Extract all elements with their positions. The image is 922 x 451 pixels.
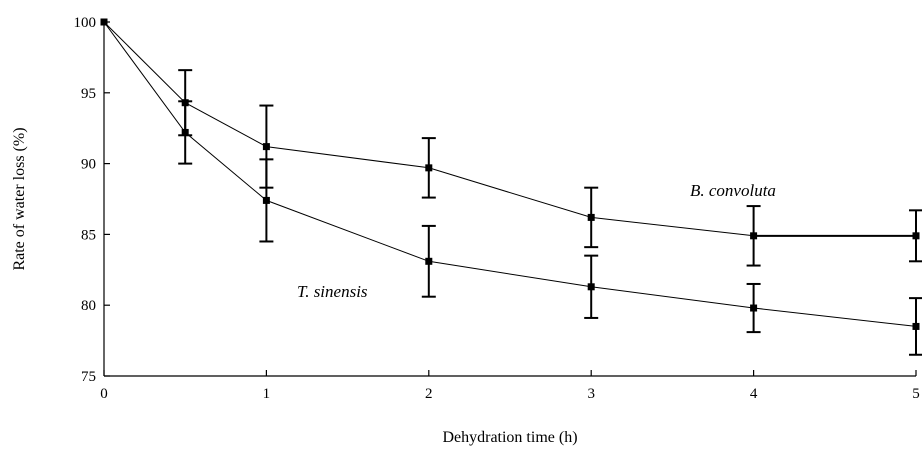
series-b-convoluta	[100, 18, 922, 267]
x-ticks: 0 1 2 3 4 5	[100, 370, 920, 402]
x-tick-label: 5	[912, 386, 920, 402]
series-t-sinensis	[100, 18, 922, 356]
data-point	[587, 283, 595, 291]
data-point	[262, 196, 270, 204]
series-line	[103, 21, 916, 237]
series-label-t-sinensis: T. sinensis	[297, 282, 368, 301]
data-point	[425, 257, 433, 265]
data-point	[262, 143, 270, 151]
y-tick-label: 90	[81, 157, 96, 173]
y-ticks: 75 80 85 90 95 100	[74, 15, 110, 385]
series-line	[103, 21, 917, 327]
data-point	[750, 304, 758, 312]
y-tick-label: 85	[81, 227, 96, 243]
x-tick-label: 2	[425, 386, 433, 402]
data-point	[912, 322, 920, 330]
series-label-b-convoluta: B. convoluta	[690, 181, 776, 200]
axes	[103, 22, 916, 377]
x-tick-label: 0	[100, 386, 108, 402]
data-point	[181, 128, 189, 136]
x-axis-title: Dehydration time (h)	[442, 429, 577, 446]
y-tick-label: 80	[81, 298, 96, 314]
y-axis-title: Rate of water loss (%)	[11, 127, 28, 270]
y-tick-label: 100	[74, 15, 97, 31]
x-tick-label: 3	[587, 386, 595, 402]
x-tick-label: 4	[750, 386, 758, 402]
data-point	[100, 18, 108, 26]
x-tick-label: 1	[263, 386, 271, 402]
data-point	[425, 164, 433, 172]
data-point	[587, 213, 595, 221]
y-tick-label: 95	[81, 86, 96, 102]
y-tick-label: 75	[81, 369, 96, 385]
series-layer	[100, 18, 922, 356]
